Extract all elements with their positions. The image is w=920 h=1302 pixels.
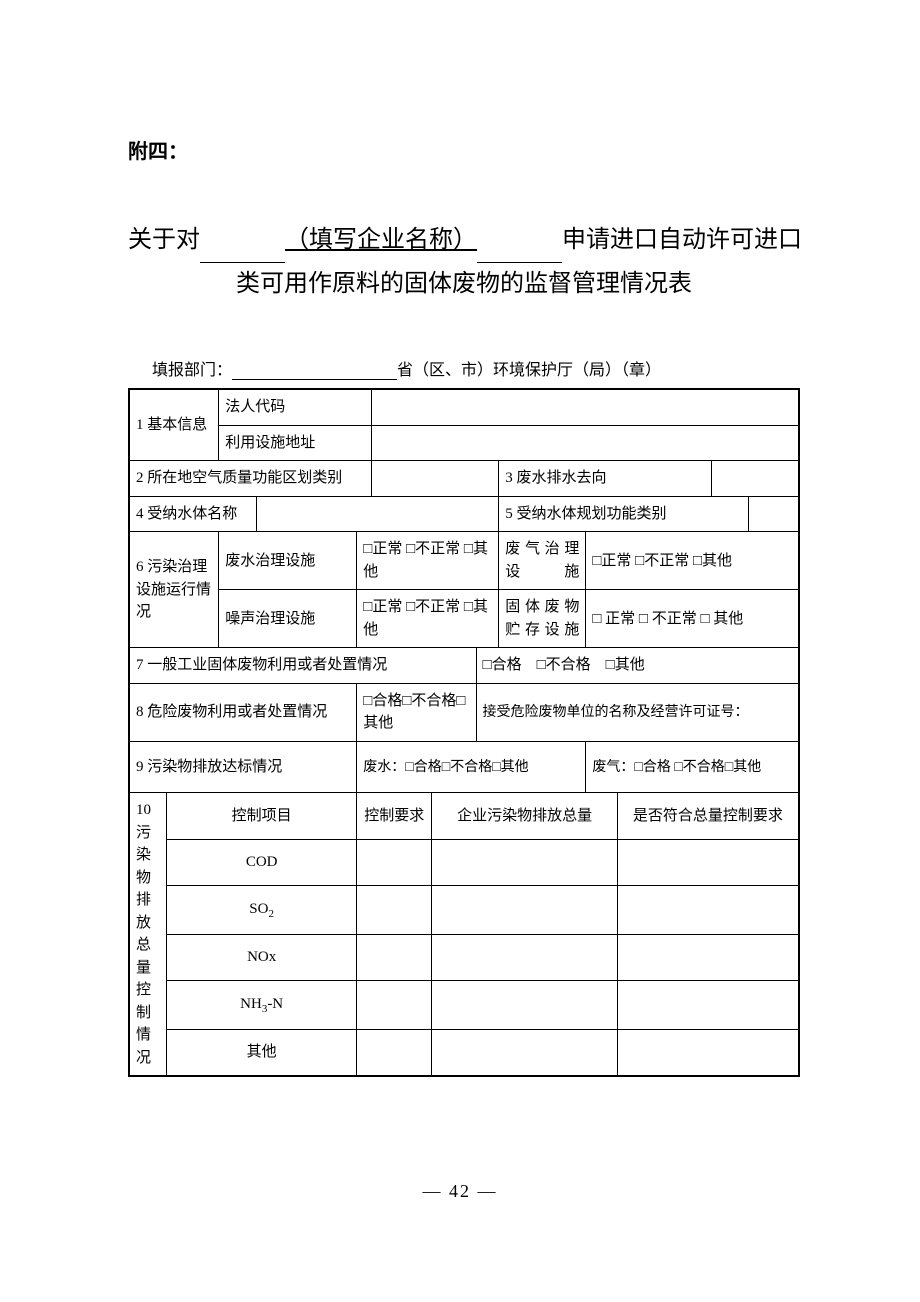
- cell-so2-total: [432, 885, 618, 934]
- title-prefix: 关于对: [128, 227, 200, 253]
- cell-nox-req: [357, 934, 432, 980]
- cell-other-req: [357, 1029, 432, 1076]
- cell-water-plan: [749, 496, 799, 532]
- label-general-solid: 7 一般工业固体废物利用或者处置情况: [129, 648, 476, 684]
- label-air-zone: 2 所在地空气质量功能区划类别: [129, 461, 372, 497]
- label-noise-facility: 噪声治理设施: [219, 590, 357, 648]
- header-compliance: 是否符合总量控制要求: [617, 793, 799, 839]
- title-blank-left: [200, 219, 285, 263]
- title-blank-right: [477, 219, 562, 263]
- cell-water-body: [256, 496, 499, 532]
- label-basic-info: 1 基本信息: [129, 389, 219, 461]
- label-gas-facility: 废气治理设施: [499, 532, 586, 590]
- item-other: 其他: [167, 1029, 357, 1076]
- item-nox: NOx: [167, 934, 357, 980]
- label-hazardous-receiver: 接受危险废物单位的名称及经营许可证号：: [476, 683, 799, 741]
- cell-nh3-total: [432, 981, 618, 1030]
- cell-other-comply: [617, 1029, 799, 1076]
- label-pollution-facility: 6 污染治理设施运行情况: [129, 532, 219, 648]
- item-cod: COD: [167, 839, 357, 885]
- label-solid-facility: 固体废物贮存设施: [499, 590, 586, 648]
- cell-other-total: [432, 1029, 618, 1076]
- report-dept-blank: [232, 379, 397, 380]
- label-wastewater-dir: 3 废水排水去向: [499, 461, 711, 497]
- opts-emission-water: 废水：□合格□不合格□其他: [357, 741, 586, 793]
- opts-gas: □正常 □不正常 □其他: [586, 532, 799, 590]
- label-total-control: 10 污染物排放总量控制情况: [129, 793, 167, 1077]
- title-line2: 类可用作原料的固体废物的监督管理情况表: [128, 263, 800, 306]
- item-so2: SO2: [167, 885, 357, 934]
- cell-nox-total: [432, 934, 618, 980]
- header-control-req: 控制要求: [357, 793, 432, 839]
- page-number: — 42 —: [0, 1181, 920, 1202]
- label-legal-code: 法人代码: [219, 389, 372, 425]
- header-emission-total: 企业污染物排放总量: [432, 793, 618, 839]
- cell-cod-req: [357, 839, 432, 885]
- opts-wastewater: □正常 □不正常 □其他: [357, 532, 499, 590]
- document-title: 关于对 （填写企业名称） 申请进口自动许可进口 类可用作原料的固体废物的监督管理…: [128, 219, 800, 306]
- cell-nh3-comply: [617, 981, 799, 1030]
- opts-solid: □ 正常 □ 不正常 □ 其他: [586, 590, 799, 648]
- label-emission-standard: 9 污染物排放达标情况: [129, 741, 357, 793]
- opts-hazardous: □合格□不合格□其他: [357, 683, 476, 741]
- supervision-table: 1 基本信息 法人代码 利用设施地址 2 所在地空气质量功能区划类别 3 废水排…: [128, 388, 800, 1077]
- opts-general-solid: □合格 □不合格 □其他: [476, 648, 799, 684]
- title-fill: （填写企业名称）: [285, 227, 477, 253]
- label-water-body: 4 受纳水体名称: [129, 496, 256, 532]
- report-dept-suffix: 省（区、市）环境保护厅（局）（章）: [397, 362, 661, 379]
- cell-so2-req: [357, 885, 432, 934]
- cell-nh3-req: [357, 981, 432, 1030]
- report-dept-line: 填报部门： 省（区、市）环境保护厅（局）（章）: [128, 356, 800, 380]
- title-suffix1: 申请进口自动许可进口: [562, 227, 802, 253]
- label-facility-addr: 利用设施地址: [219, 425, 372, 461]
- cell-so2-comply: [617, 885, 799, 934]
- attachment-label: 附四：: [128, 135, 800, 164]
- cell-air-zone: [372, 461, 499, 497]
- cell-cod-total: [432, 839, 618, 885]
- cell-wastewater-dir: [711, 461, 799, 497]
- header-control-item: 控制项目: [167, 793, 357, 839]
- report-dept-prefix: 填报部门：: [152, 362, 232, 379]
- item-nh3n: NH3-N: [167, 981, 357, 1030]
- cell-cod-comply: [617, 839, 799, 885]
- cell-legal-code: [372, 389, 799, 425]
- label-water-plan: 5 受纳水体规划功能类别: [499, 496, 749, 532]
- cell-facility-addr: [372, 425, 799, 461]
- label-wastewater-facility: 废水治理设施: [219, 532, 357, 590]
- opts-emission-air: 废气：□合格 □不合格□其他: [586, 741, 799, 793]
- opts-noise: □正常 □不正常 □其他: [357, 590, 499, 648]
- cell-nox-comply: [617, 934, 799, 980]
- label-hazardous: 8 危险废物利用或者处置情况: [129, 683, 357, 741]
